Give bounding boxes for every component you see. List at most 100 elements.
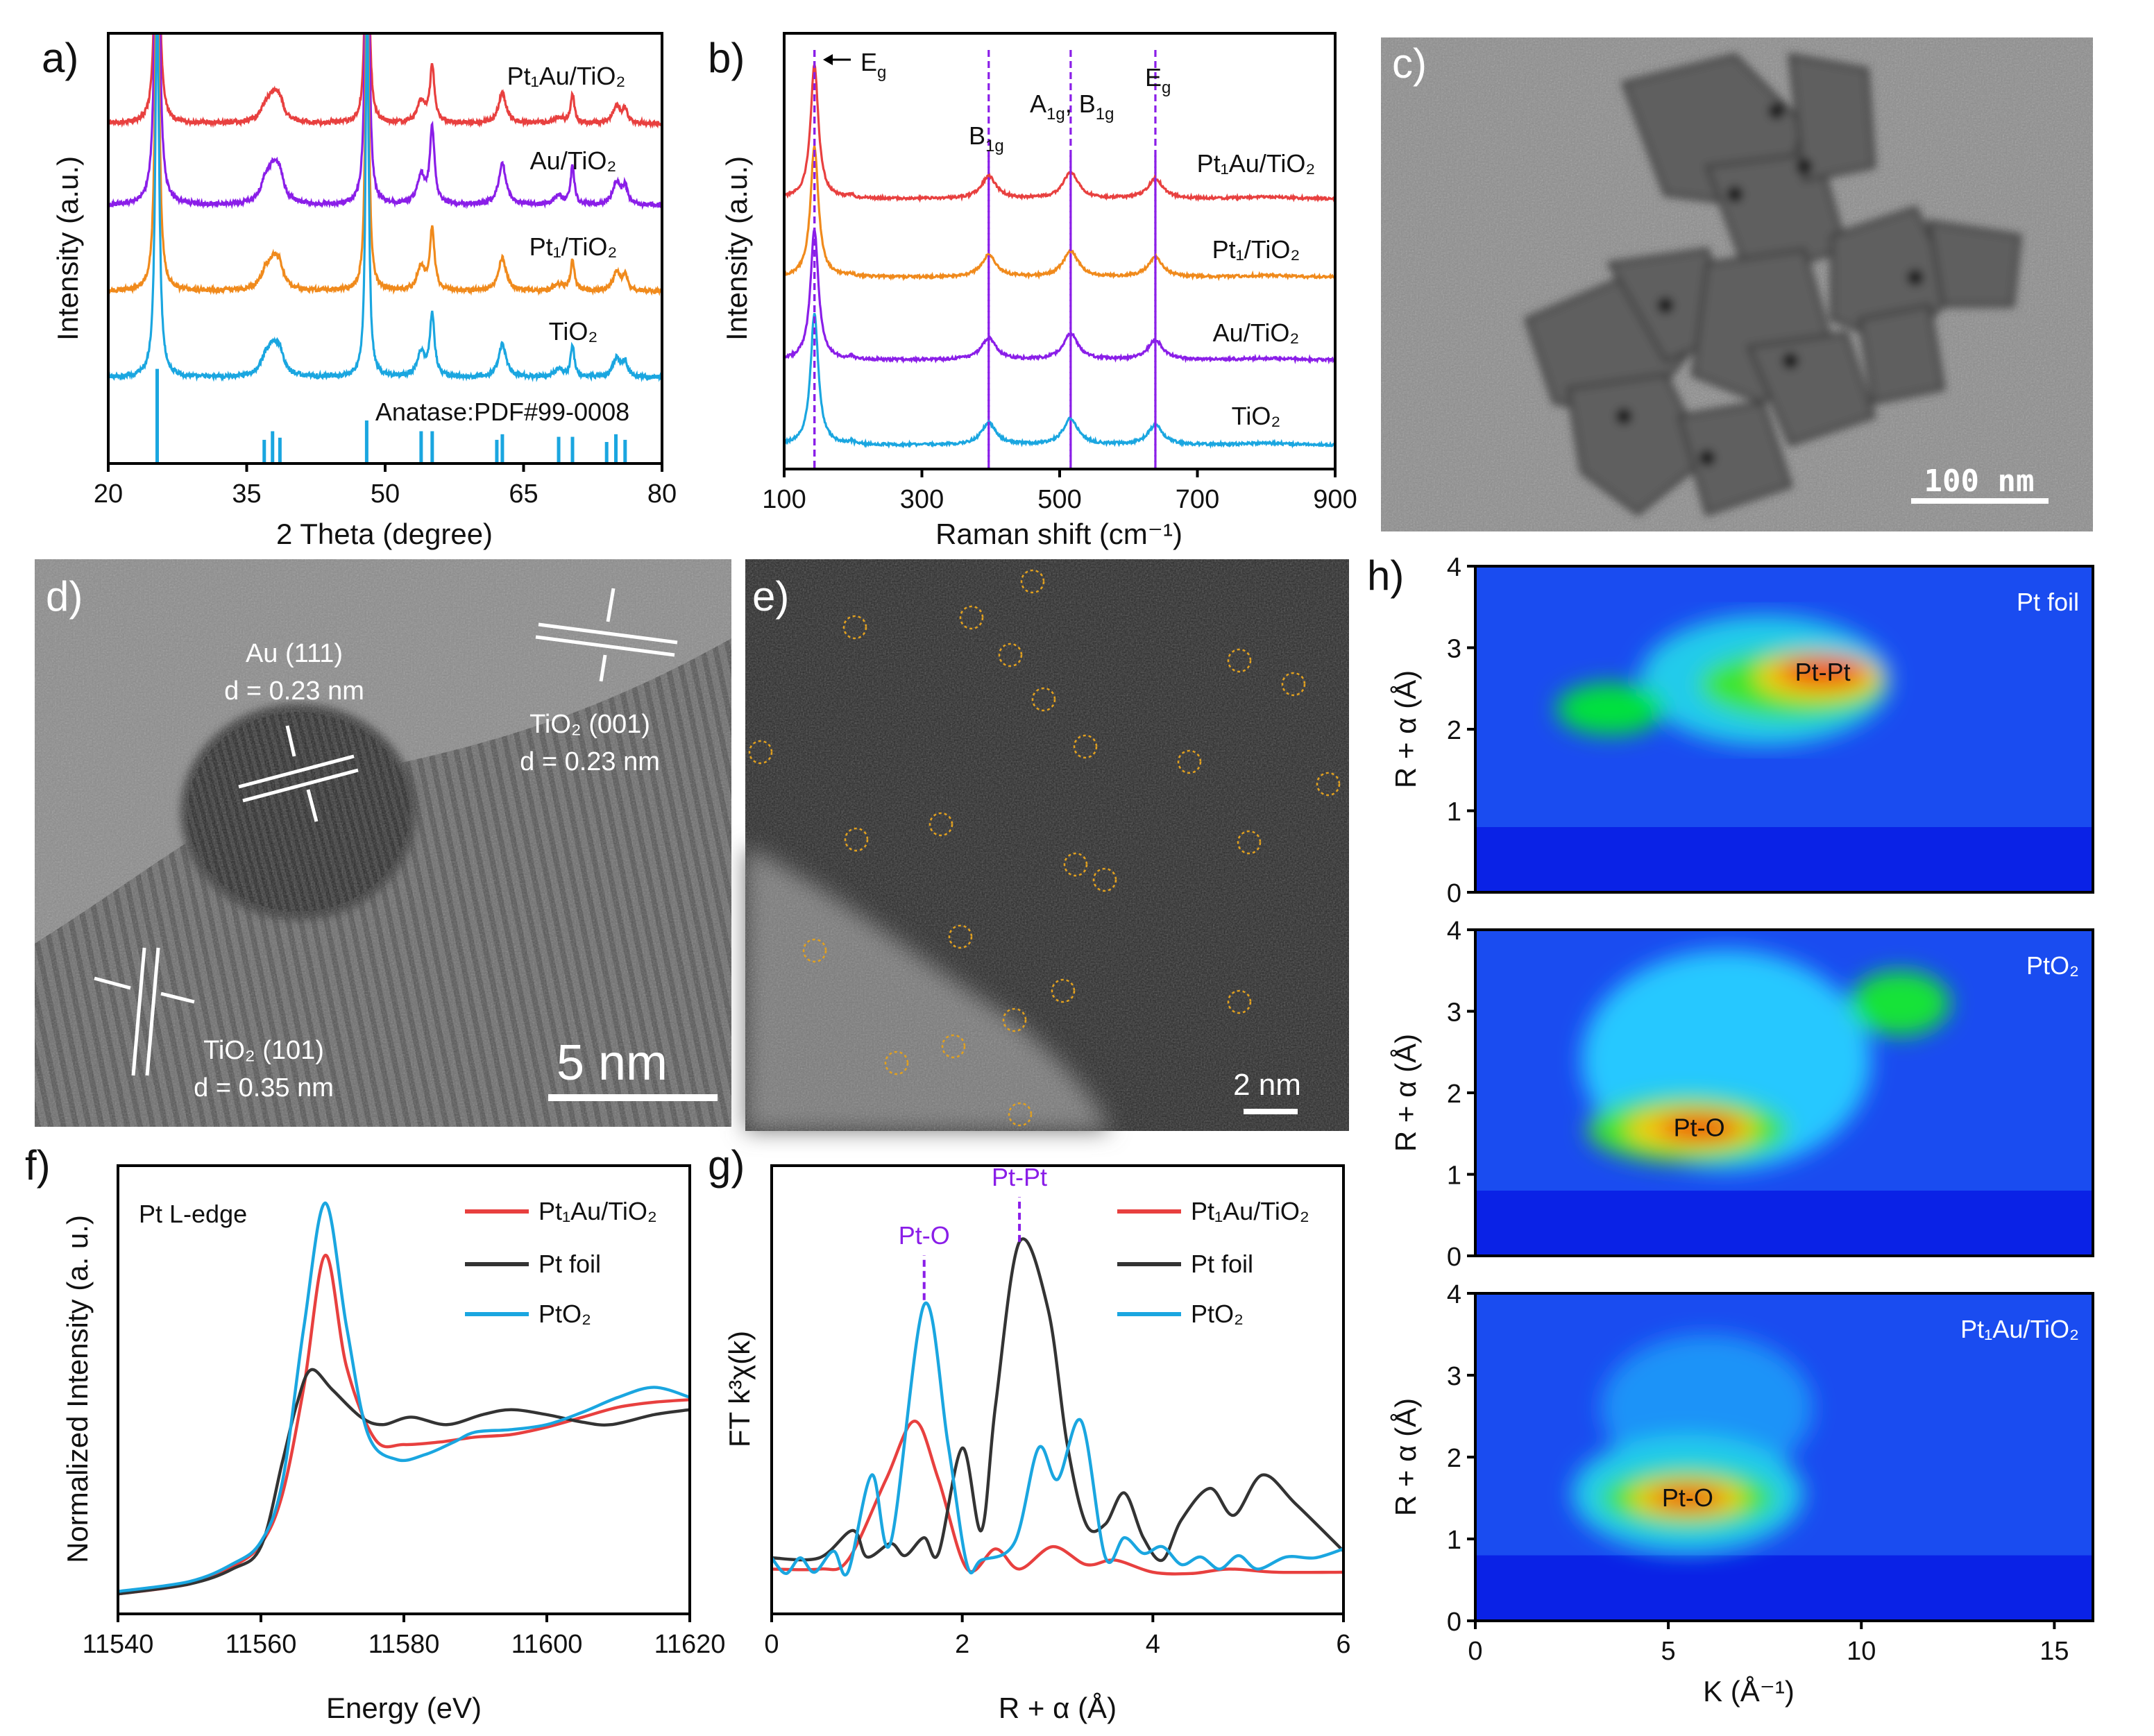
wavelet-y-axis-title: R + α (Å): [1389, 1034, 1422, 1152]
x-tick-label: 35: [232, 479, 261, 509]
metal-cluster: [1907, 269, 1924, 286]
x-tick-label: 700: [1176, 485, 1219, 514]
mode-main: E: [860, 48, 877, 76]
wavelet-y-axis-title: R + α (Å): [1389, 1398, 1422, 1516]
y-tick-label: 0: [1447, 1608, 1461, 1637]
nanoparticle: [1788, 53, 1876, 183]
exafs-x-ticks: 0 2 4 6: [764, 1614, 1351, 1659]
legend-label: Pt₁Au/TiO₂: [538, 1197, 657, 1225]
series-line-1: [117, 1368, 690, 1596]
metal-cluster: [1657, 297, 1674, 314]
xrd-plot-area: [108, 33, 662, 463]
single-atom-circle: [842, 615, 867, 640]
mode-main: A: [1030, 90, 1046, 118]
x-tick-label: 5: [1661, 1637, 1676, 1666]
series-line-3: [108, 33, 662, 383]
panel-a-xrd: a) 20 35 50 65 80 2 Theta (degree) Intensity…: [42, 32, 677, 550]
wavelet-peak-label: Pt-Pt: [1795, 658, 1851, 686]
panel-e-haadf-image: e) 2 nm: [745, 559, 1349, 1131]
heatmap-contours: [1581, 950, 1951, 1171]
y-tick-label: 2: [1447, 1080, 1461, 1109]
panel-f-xanes: f) 11540 11560 11580 11600 11620 Energy (eV)…: [25, 1142, 725, 1724]
raman-x-ticks: 100 300 500 700 900: [762, 469, 1357, 514]
x-tick-label: 11540: [83, 1630, 154, 1659]
single-atom-circle: [1177, 749, 1202, 774]
single-atom-circle: [1281, 672, 1306, 697]
x-tick-label: 10: [1847, 1637, 1876, 1666]
tio2-001-lattice-marker: [535, 588, 678, 682]
nanoparticle: [1566, 372, 1710, 516]
y-tick-label: 4: [1447, 1280, 1461, 1309]
heatmap-feature: [1556, 683, 1665, 735]
exafs-y-axis-title: FT k³χ(k): [723, 1331, 756, 1447]
au-d-spacing: d = 0.23 nm: [224, 676, 364, 706]
single-atom-circle: [948, 924, 973, 949]
y-tick-label: 2: [1447, 1444, 1461, 1473]
wavelet-heatmap: [1475, 566, 2093, 892]
panel-label-f: f): [25, 1142, 51, 1189]
single-atom-circle: [1020, 569, 1045, 594]
single-atom-circle: [998, 643, 1023, 667]
y-tick-label: 3: [1447, 635, 1461, 664]
heatmap-low-band: [1475, 827, 2093, 892]
raman-label-pt1au: Pt₁Au/TiO₂: [1197, 149, 1316, 178]
wavelet-sample-label: Pt₁Au/TiO₂: [1960, 1315, 2079, 1343]
mode-sub: 1g: [985, 137, 1004, 155]
series-line-2: [772, 1301, 1343, 1576]
panel-label-a: a): [42, 35, 78, 81]
heatmap-feature: [1778, 658, 1867, 686]
mode-sub: g: [1162, 78, 1171, 97]
tio2-001-d-spacing: d = 0.23 nm: [520, 747, 660, 776]
raman-label-au: Au/TiO₂: [1213, 318, 1300, 347]
legend-label: Pt₁Au/TiO₂: [1191, 1197, 1309, 1225]
x-tick-label: 2: [955, 1630, 969, 1659]
x-tick-label: 65: [509, 479, 538, 509]
y-tick-label: 3: [1447, 998, 1461, 1028]
single-atom-circle: [884, 1050, 909, 1075]
metal-cluster: [1782, 352, 1799, 369]
single-atom-circle: [959, 605, 984, 630]
raman-label-pt1: Pt₁/TiO₂: [1212, 235, 1300, 264]
x-tick-label: 500: [1037, 485, 1081, 514]
legend-label: PtO₂: [1191, 1300, 1244, 1328]
xanes-y-axis-title: Normalized Intensity (a. u.): [61, 1215, 94, 1563]
metal-cluster: [1768, 103, 1785, 119]
single-atom-markers: [748, 569, 1341, 1127]
xrd-x-ticks: 20 35 50 65 80: [94, 463, 677, 509]
y-tick-label: 1: [1447, 1161, 1461, 1191]
mode-label: Eg: [860, 48, 886, 82]
panel-d-hrtem-image: d) Au (111) d = 0.23 nm TiO₂ (001) d = 0…: [35, 559, 731, 1127]
heatmap-feature: [1659, 1115, 1740, 1141]
exafs-x-axis-title: R + α (Å): [999, 1692, 1117, 1724]
xrd-y-axis-title: Intensity (a.u.): [51, 156, 84, 341]
heatmap-low-band: [1475, 1555, 2093, 1621]
x-tick-label: 4: [1146, 1630, 1160, 1659]
wavelet-x-axis-title: K (Å⁻¹): [1703, 1675, 1795, 1708]
single-atom-circle: [1002, 1007, 1027, 1032]
y-tick-label: 4: [1447, 917, 1461, 946]
single-atom-circle: [1051, 978, 1076, 1003]
series-line-0: [772, 1420, 1343, 1576]
raman-mode-b1g: B1g: [969, 121, 1004, 155]
xanes-x-ticks: 11540 11560 11580 11600 11620: [83, 1614, 725, 1659]
wavelet-sample-label: PtO₂: [2026, 951, 2079, 980]
raman-plot-area: [784, 50, 1335, 469]
metal-cluster: [1727, 186, 1743, 203]
scale-bar-label: 100 nm: [1924, 463, 2035, 499]
pt-l-edge-label: Pt L-edge: [139, 1200, 247, 1228]
y-tick-label: 2: [1447, 716, 1461, 745]
raman-mode-eg-low: Eg: [823, 48, 886, 82]
panel-g-exafs: g) 0 2 4 6 R + α (Å) FT k³χ(k) Pt-O Pt-Pt Pt…: [708, 1142, 1351, 1724]
wavelet-maps: 0 1 2 3 4 R + α (Å) Pt foil Pt-Pt 0 1 2 3 4 R + α (Å)…: [1389, 553, 2094, 1666]
single-atom-circle: [802, 938, 827, 963]
wavelet-map-1: 0 1 2 3 4 R + α (Å) PtO₂ Pt-O: [1389, 917, 2094, 1272]
panel-b-raman: b) 100 300 500 700 900 Raman shift (cm⁻¹) In…: [708, 32, 1357, 550]
exafs-axes-frame: [770, 1164, 1345, 1615]
xrd-label-pt1au: Pt₁Au/TiO₂: [507, 62, 626, 90]
xanes-axes-frame: [117, 1164, 691, 1615]
single-atom-circle: [941, 1034, 966, 1059]
series-line-2: [117, 1201, 690, 1593]
single-atom-circle: [1316, 772, 1341, 797]
x-tick-label: 300: [900, 485, 944, 514]
mode-sub: g: [877, 63, 886, 82]
